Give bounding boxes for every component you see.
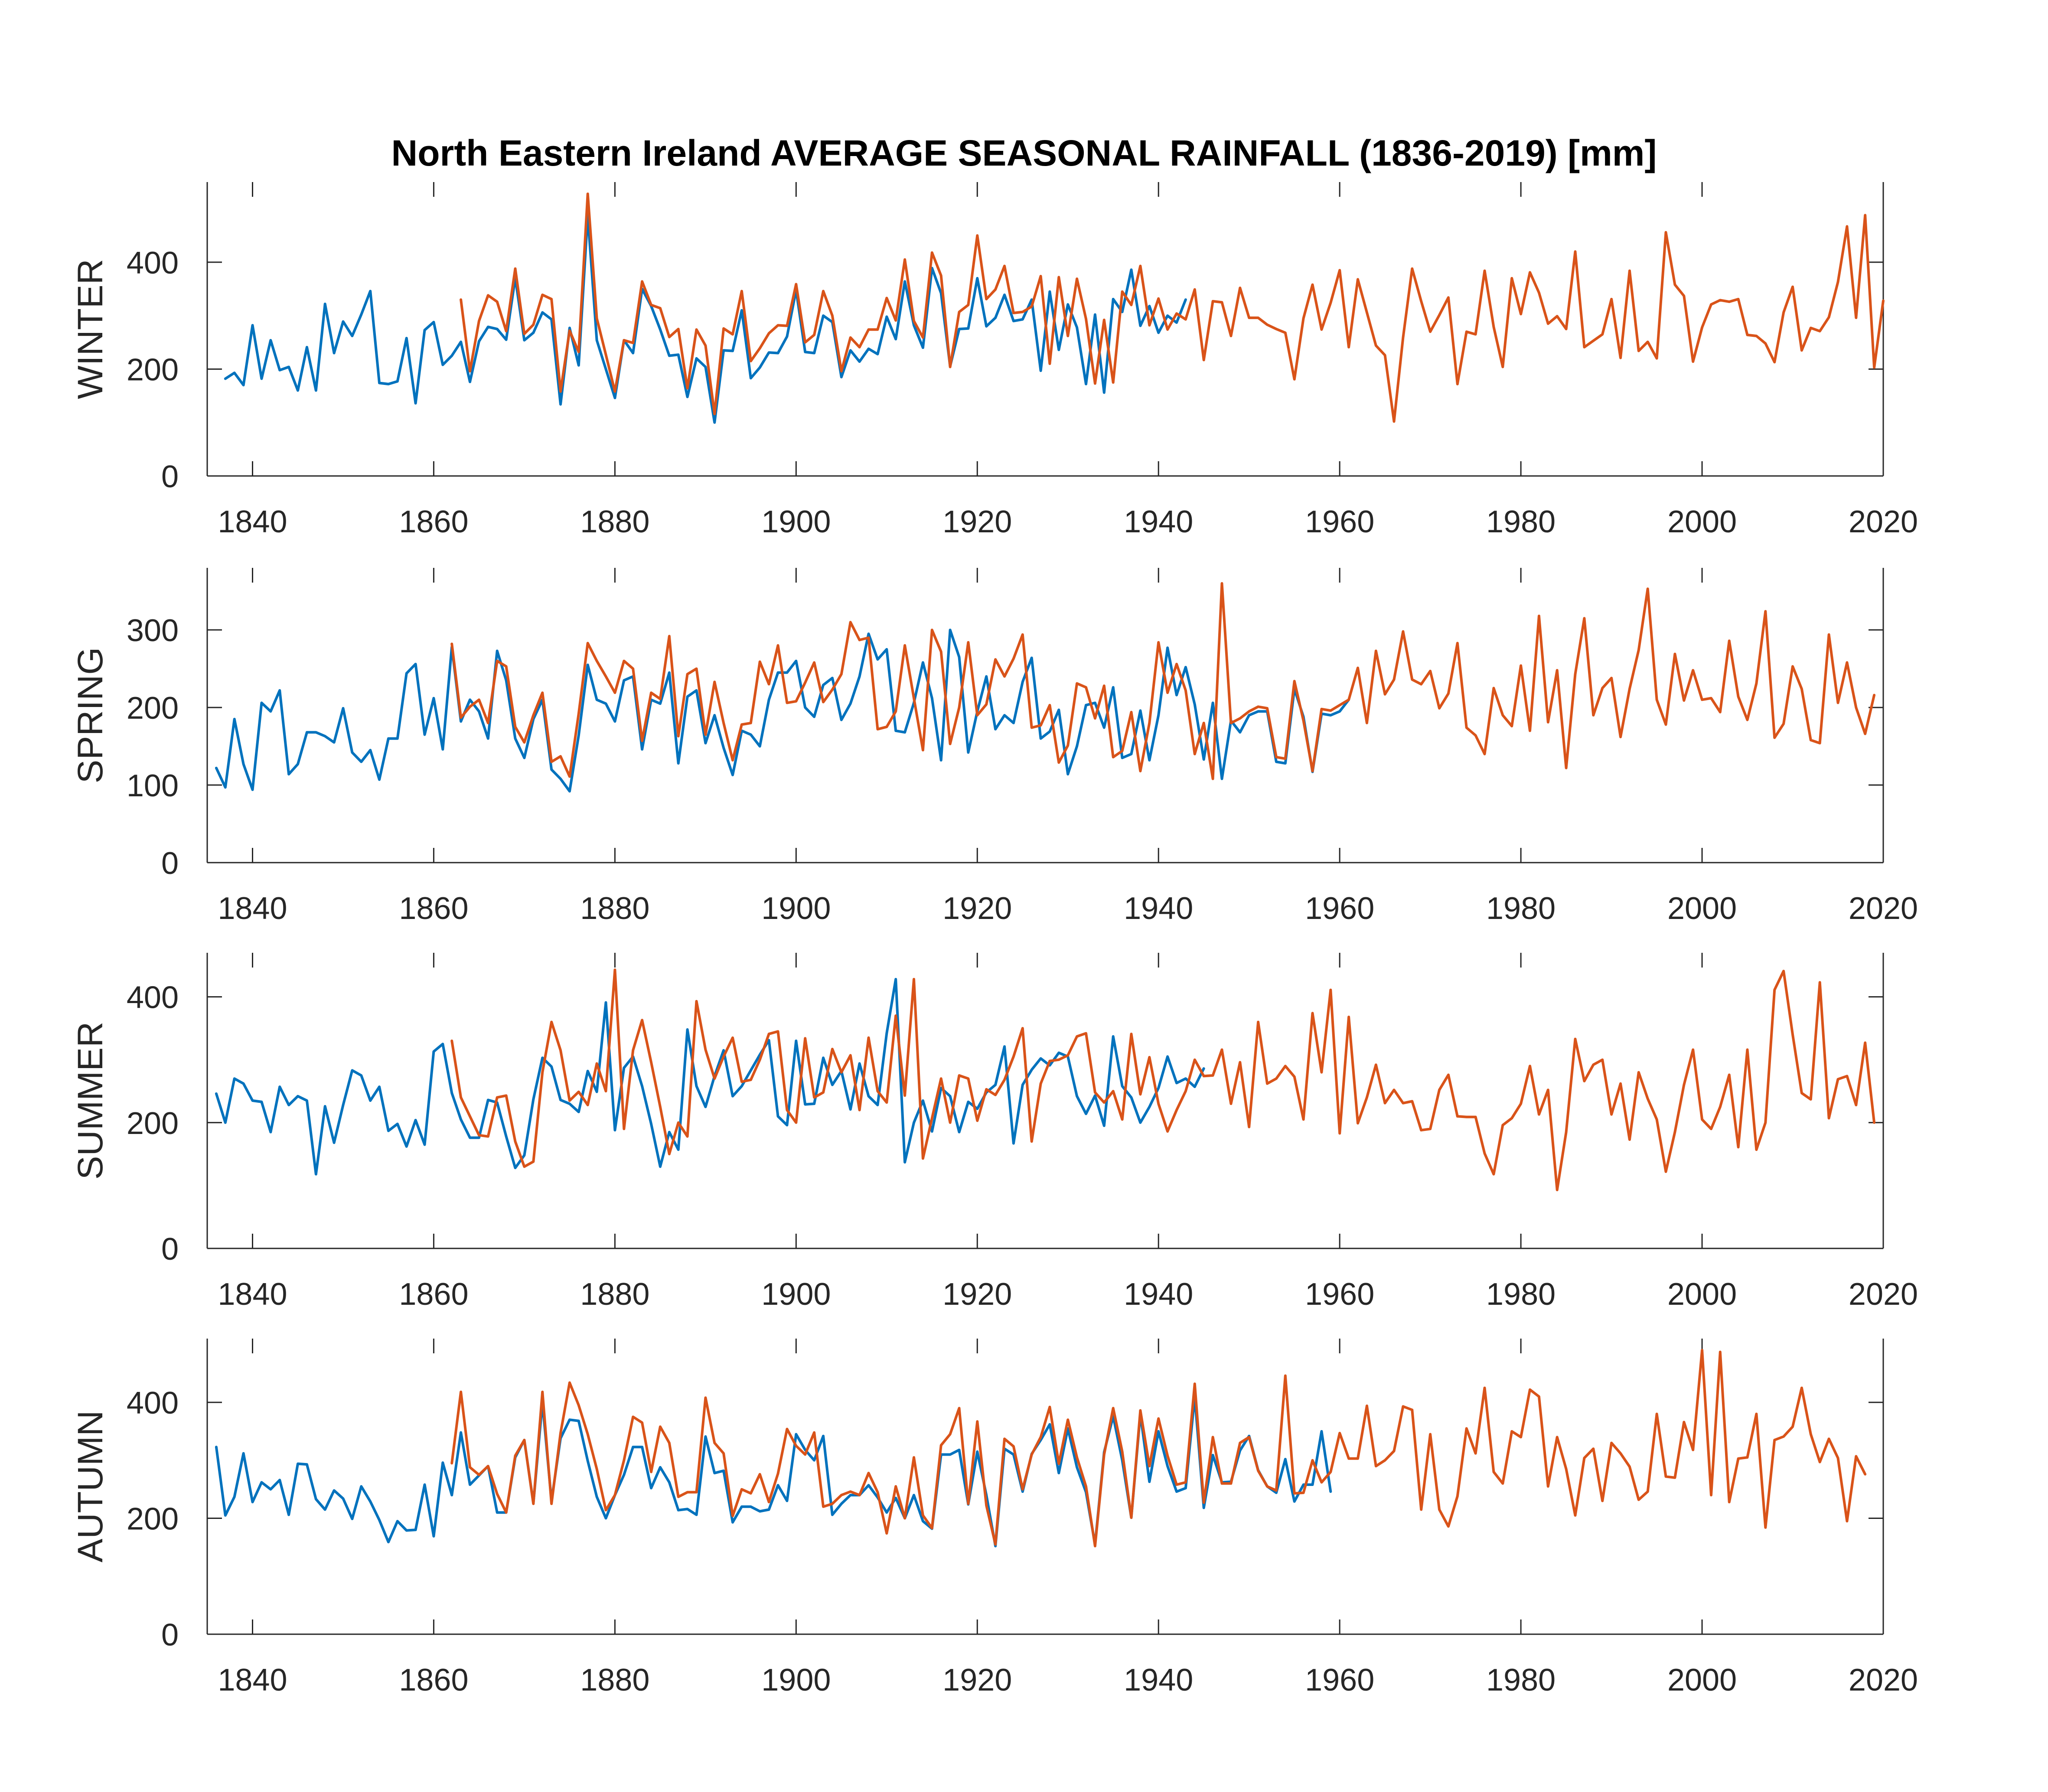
spring-xtick-label: 1940: [1124, 891, 1193, 926]
autumn-ytick-label: 200: [127, 1502, 179, 1537]
autumn-xtick-label: 1940: [1124, 1663, 1193, 1698]
autumn-xtick-label: 1880: [580, 1663, 649, 1698]
summer-ytick-label: 0: [161, 1232, 179, 1267]
summer-xtick-label: 1880: [580, 1277, 649, 1312]
winter-xtick-label: 1920: [942, 505, 1012, 539]
summer-panel: 1840 1860 1880 1900 1920 1940 1960 1980 2000 2020…: [71, 953, 1918, 1312]
winter-xtick-label: 1860: [399, 505, 468, 539]
winter-xtick-label: 1840: [218, 505, 287, 539]
summer-ylabel: SUMMER: [71, 1022, 110, 1179]
spring-xtick-label: 2000: [1667, 891, 1737, 926]
spring-series-2-line: [450, 582, 1876, 780]
autumn-ylabel: AUTUMN: [71, 1411, 110, 1563]
winter-xtick-label: 1900: [761, 505, 831, 539]
spring-xtick-label: 1920: [942, 891, 1012, 926]
autumn-xtick-label: 2000: [1667, 1663, 1737, 1698]
winter-ytick-label: 200: [127, 352, 179, 387]
summer-xtick-label: 1960: [1305, 1277, 1374, 1312]
winter-xtick-label: 2020: [1849, 505, 1918, 539]
spring-xtick-label: 1960: [1305, 891, 1374, 926]
spring-ytick-label: 300: [127, 613, 179, 648]
spring-xtick-label: 1860: [399, 891, 468, 926]
winter-ylabel: WINTER: [71, 259, 110, 399]
spring-xtick-label: 1900: [761, 891, 831, 926]
autumn-xtick-label: 1920: [942, 1663, 1012, 1698]
spring-ytick-label: 100: [127, 769, 179, 803]
spring-xtick-label: 1980: [1486, 891, 1556, 926]
spring-ylabel: SPRING: [71, 647, 110, 783]
winter-ytick-label: 400: [127, 246, 179, 280]
summer-xtick-label: 1900: [761, 1277, 831, 1312]
autumn-xtick-label: 1960: [1305, 1663, 1374, 1698]
summer-ytick-label: 400: [127, 981, 179, 1015]
spring-xtick-label: 2020: [1849, 891, 1918, 926]
winter-xtick-label: 1980: [1486, 505, 1556, 539]
summer-xtick-label: 1840: [218, 1277, 287, 1312]
winter-xtick-label: 1960: [1305, 505, 1374, 539]
panels-container: 1840 1860 1880 1900 1920 1940 1960 1980 2000 2020…: [71, 182, 1918, 1698]
spring-xtick-label: 1840: [218, 891, 287, 926]
winter-xtick-label: 1880: [580, 505, 649, 539]
summer-xtick-label: 1920: [942, 1277, 1012, 1312]
summer-xtick-label: 2020: [1849, 1277, 1918, 1312]
autumn-ytick-label: 0: [161, 1618, 179, 1652]
winter-series-1-line: [224, 214, 1187, 424]
summer-xtick-label: 1940: [1124, 1277, 1193, 1312]
autumn-xtick-label: 1980: [1486, 1663, 1556, 1698]
summer-xtick-label: 1860: [399, 1277, 468, 1312]
summer-xtick-label: 2000: [1667, 1277, 1737, 1312]
autumn-ytick-label: 400: [127, 1386, 179, 1421]
autumn-xtick-label: 2020: [1849, 1663, 1918, 1698]
figure-title: North Eastern Ireland AVERAGE SEASONAL R…: [391, 133, 1657, 173]
spring-panel: 1840 1860 1880 1900 1920 1940 1960 1980 2000 2020…: [71, 568, 1918, 926]
summer-series-1-line: [215, 977, 1205, 1176]
autumn-xtick-label: 1860: [399, 1663, 468, 1698]
winter-series-2-line: [460, 192, 1885, 423]
spring-ytick-label: 200: [127, 691, 179, 726]
summer-ytick-label: 200: [127, 1106, 179, 1141]
spring-xtick-label: 1880: [580, 891, 649, 926]
autumn-xtick-label: 1900: [761, 1663, 831, 1698]
summer-xtick-label: 1980: [1486, 1277, 1556, 1312]
autumn-panel: 1840 1860 1880 1900 1920 1940 1960 1980 2000 2020…: [71, 1339, 1918, 1698]
winter-panel: 1840 1860 1880 1900 1920 1940 1960 1980 2000 2020…: [71, 182, 1918, 539]
autumn-series-2-line: [450, 1349, 1867, 1548]
summer-series-2-line: [450, 968, 1876, 1192]
winter-xtick-label: 2000: [1667, 505, 1737, 539]
autumn-xtick-label: 1840: [218, 1663, 287, 1698]
winter-ytick-label: 0: [161, 459, 179, 494]
spring-ytick-label: 0: [161, 846, 179, 881]
winter-xtick-label: 1940: [1124, 505, 1193, 539]
autumn-series-1-line: [215, 1395, 1332, 1548]
